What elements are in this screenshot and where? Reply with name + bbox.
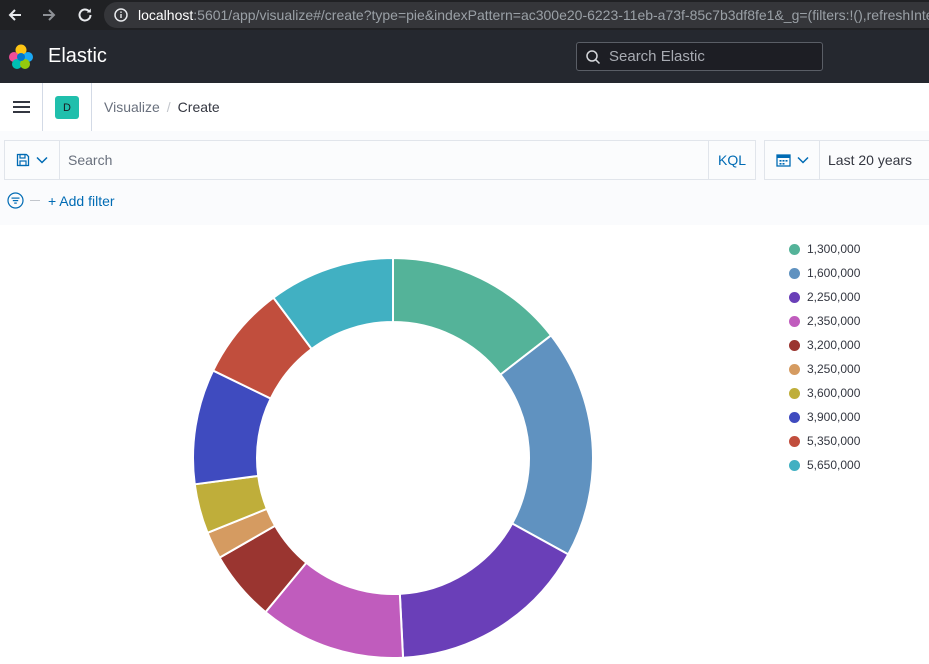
- legend-item[interactable]: 2,350,000: [789, 309, 860, 333]
- query-search-input[interactable]: [60, 141, 708, 179]
- pie-chart: [192, 256, 594, 659]
- legend-label: 1,300,000: [807, 242, 861, 256]
- query-language-button[interactable]: KQL: [708, 141, 755, 179]
- calendar-icon: [775, 154, 791, 167]
- legend-color-dot: [789, 243, 800, 255]
- legend-item[interactable]: 3,200,000: [789, 333, 860, 357]
- elastic-logo-icon[interactable]: [8, 44, 34, 70]
- chevron-down-icon: [36, 156, 48, 164]
- legend-color-dot: [789, 267, 800, 279]
- reload-icon: [78, 8, 92, 22]
- legend-label: 3,600,000: [807, 386, 861, 400]
- legend-item[interactable]: 3,900,000: [789, 405, 860, 429]
- url-host: localhost: [138, 7, 194, 23]
- legend-color-dot: [789, 411, 800, 423]
- arrow-right-icon: [43, 9, 56, 21]
- query-bar: KQL Last 20 years + Add filter: [0, 131, 929, 225]
- date-picker: Last 20 years: [764, 140, 929, 180]
- info-icon[interactable]: [114, 8, 128, 22]
- pie-slice-1600000[interactable]: [499, 334, 594, 556]
- legend-item[interactable]: 1,300,000: [789, 237, 860, 261]
- saved-query-button[interactable]: [5, 141, 60, 179]
- filter-icon[interactable]: [7, 192, 24, 209]
- menu-button[interactable]: [0, 83, 43, 131]
- legend-color-dot: [789, 339, 800, 351]
- legend-item[interactable]: 1,600,000: [789, 261, 860, 285]
- legend-color-dot: [789, 387, 800, 399]
- search-icon: [586, 49, 601, 64]
- legend-item[interactable]: 2,250,000: [789, 285, 860, 309]
- add-filter-button[interactable]: + Add filter: [48, 192, 115, 209]
- legend-label: 3,900,000: [807, 410, 861, 424]
- save-icon: [16, 153, 30, 167]
- chevron-down-icon: [796, 156, 809, 164]
- query-input-group: KQL: [4, 140, 756, 180]
- brand-name: Elastic: [48, 45, 107, 67]
- legend-color-dot: [789, 363, 800, 375]
- legend-label: 2,350,000: [807, 314, 861, 328]
- reload-button[interactable]: [70, 0, 100, 30]
- global-search[interactable]: [576, 42, 823, 71]
- space-avatar[interactable]: D: [55, 96, 79, 119]
- breadcrumb-create: Create: [177, 99, 220, 115]
- quick-menu-button[interactable]: [765, 141, 820, 179]
- pie-slice-5650000[interactable]: [272, 256, 394, 351]
- legend-label: 3,250,000: [807, 362, 861, 376]
- back-button[interactable]: [0, 0, 30, 30]
- forward-button[interactable]: [34, 0, 64, 30]
- breadcrumb-bar: D Visualize / Create: [0, 83, 929, 132]
- pie-slice-2250000[interactable]: [398, 522, 570, 659]
- breadcrumb-visualize[interactable]: Visualize: [104, 99, 160, 115]
- chart-legend: 1,300,000 1,600,000 2,250,000 2,350,000 3,20…: [789, 237, 860, 477]
- breadcrumb-separator: /: [166, 99, 171, 115]
- legend-item[interactable]: 3,600,000: [789, 381, 860, 405]
- legend-item[interactable]: 3,250,000: [789, 357, 860, 381]
- legend-item[interactable]: 5,650,000: [789, 453, 860, 477]
- url-path: :5601/app/visualize#/create?type=pie&ind…: [193, 7, 929, 23]
- browser-toolbar: localhost:5601/app/visualize#/create?typ…: [0, 0, 929, 30]
- date-range-label[interactable]: Last 20 years: [828, 152, 913, 168]
- filter-bar: + Add filter: [7, 192, 115, 209]
- legend-color-dot: [789, 435, 800, 447]
- arrow-left-icon: [8, 9, 21, 21]
- space-selector[interactable]: D: [43, 83, 92, 131]
- legend-color-dot: [789, 315, 800, 327]
- address-bar[interactable]: localhost:5601/app/visualize#/create?typ…: [104, 2, 929, 28]
- legend-item[interactable]: 5,350,000: [789, 429, 860, 453]
- legend-label: 5,350,000: [807, 434, 861, 448]
- legend-color-dot: [789, 459, 800, 471]
- legend-label: 2,250,000: [807, 290, 861, 304]
- legend-color-dot: [789, 291, 800, 303]
- legend-label: 5,650,000: [807, 458, 861, 472]
- visualization-panel: 1,300,000 1,600,000 2,250,000 2,350,000 3,20…: [0, 225, 929, 664]
- filter-divider: [30, 200, 40, 201]
- legend-label: 3,200,000: [807, 338, 861, 352]
- breadcrumb: Visualize / Create: [104, 99, 220, 115]
- legend-label: 1,600,000: [807, 266, 861, 280]
- hamburger-icon: [12, 101, 30, 113]
- global-search-input[interactable]: [607, 47, 811, 66]
- kibana-header: Elastic: [0, 30, 929, 83]
